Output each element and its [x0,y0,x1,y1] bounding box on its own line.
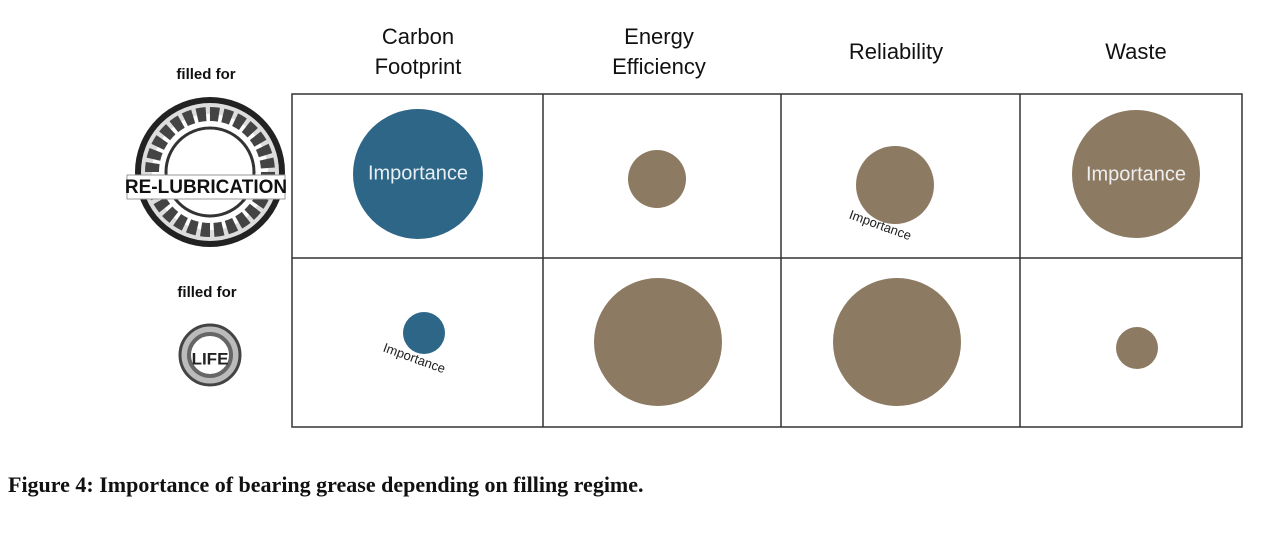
grid [291,93,1243,428]
life-icon: LIFE [178,323,242,387]
column-header: Waste [1105,39,1167,64]
caption: Figure 4: Importance of bearing grease d… [8,472,644,497]
column-header: Energy Efficiency [612,24,706,79]
importance-circle [1072,110,1200,238]
importance-label: Importance [1086,163,1186,185]
column-header: Reliability [848,39,944,64]
importance-circle [833,278,961,406]
row-label: filled for [176,66,235,83]
icon-text: RE-LUBRICATION [125,177,287,198]
row-label: filled for [177,284,236,301]
importance-circle [856,146,934,224]
icon-text: LIFE [192,349,229,368]
column-header: Carbon Footprint [374,24,462,79]
importance-circle [1116,327,1158,369]
importance-circle [403,312,445,354]
relubrication-icon: RE-LUBRICATION [125,97,287,247]
importance-label: Importance [368,162,468,184]
importance-circle [628,150,686,208]
importance-circle [594,278,722,406]
importance-circle [353,109,483,239]
